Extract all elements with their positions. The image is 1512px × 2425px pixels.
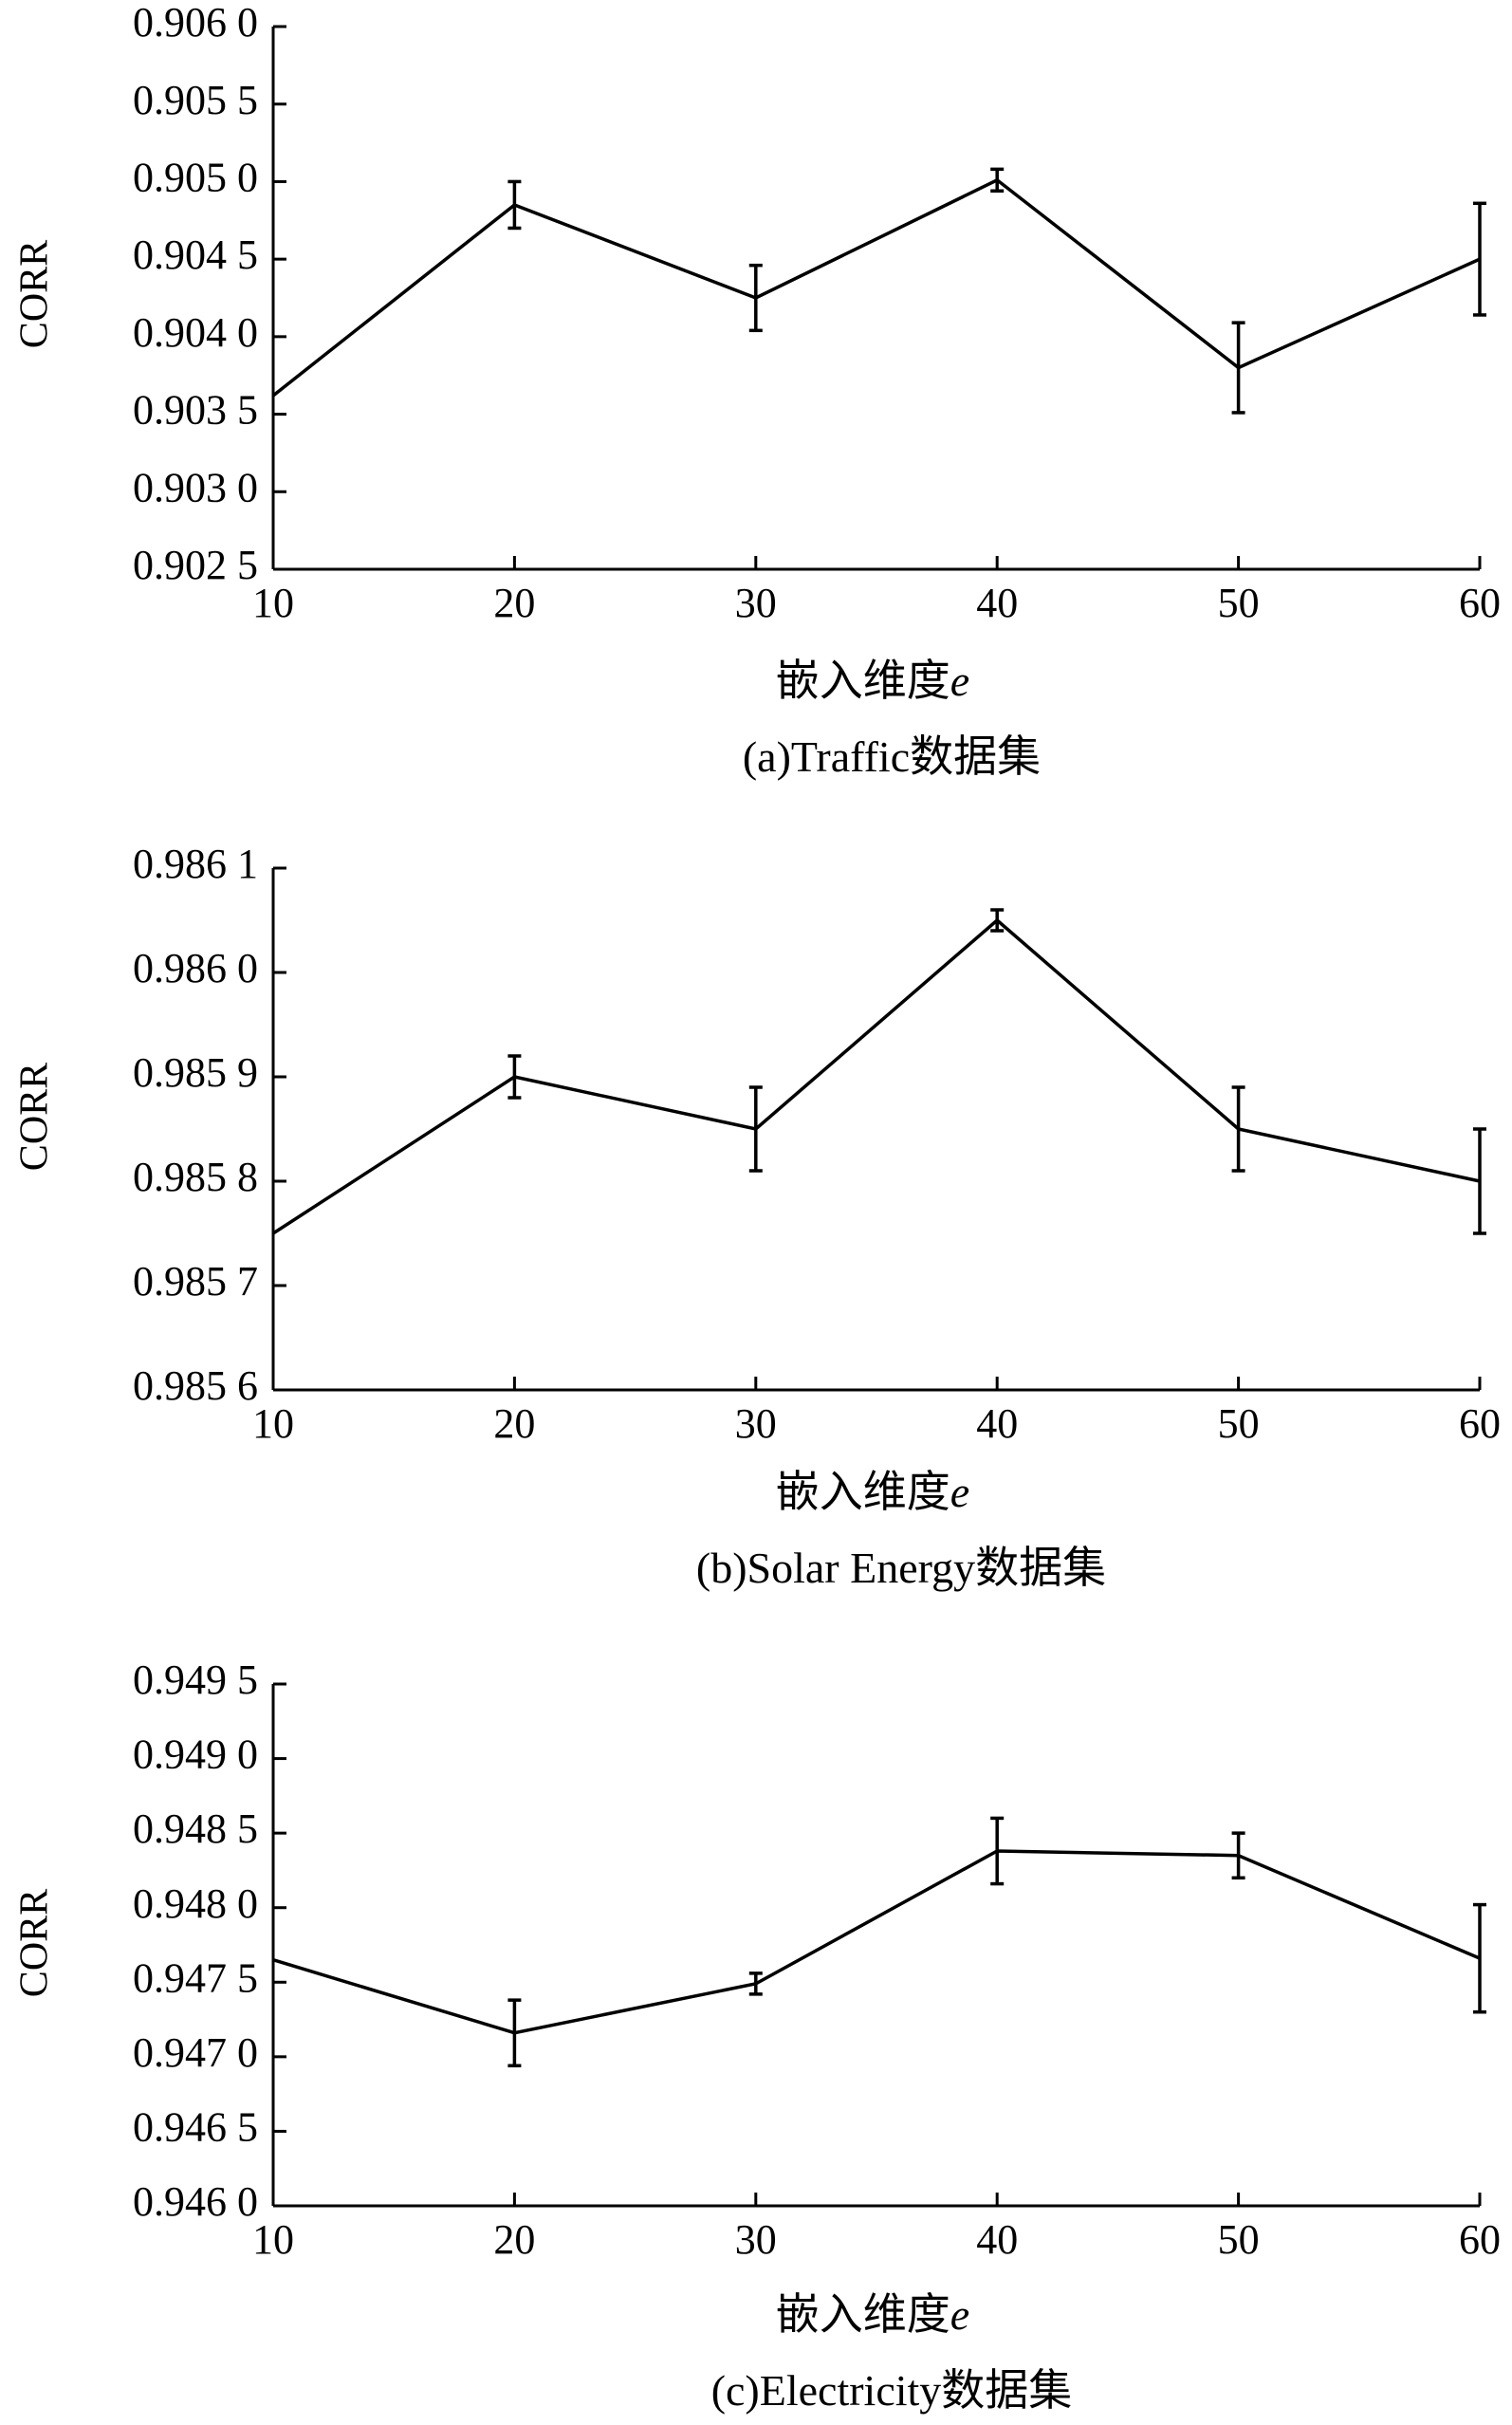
x-tick-label: 20 — [493, 2216, 535, 2263]
data-point — [1238, 367, 1240, 369]
panel-a: 0.902 5 0.903 0 0.903 5 0.904 0 0.904 5 0.905… — [13, 0, 1501, 781]
data-point — [1238, 1128, 1240, 1130]
series-line — [272, 1849, 1481, 2035]
y-axis-label: CORR — [13, 1889, 57, 1997]
y-tick-label: 0.904 5 — [133, 231, 258, 278]
y-tick-label: 0.948 5 — [133, 1805, 258, 1852]
x-tick-label: 30 — [735, 2216, 777, 2263]
y-tick-label: 0.905 5 — [133, 77, 258, 123]
data-point — [755, 1983, 757, 1985]
chart-a-marks: 0.902 5 0.903 0 0.903 5 0.904 0 0.904 5 0.905… — [133, 0, 1501, 626]
y-tick-label: 0.947 5 — [133, 1954, 258, 2001]
chart-c-marks: 0.946 0 0.946 5 0.947 0 0.947 5 0.948 0 0.948… — [133, 1657, 1501, 2263]
x-tick-label: 40 — [976, 1400, 1018, 1447]
panel-caption: (a)Traffic数据集 — [743, 732, 1041, 781]
x-tick-label: 40 — [976, 2216, 1018, 2263]
x-axis-label-var: e — [950, 657, 969, 705]
y-tick-label: 0.905 0 — [133, 155, 258, 201]
x-tick-label: 30 — [735, 1400, 777, 1447]
y-tick-label: 0.949 5 — [133, 1657, 258, 1703]
panel-caption: (b)Solar Energy数据集 — [696, 1544, 1106, 1592]
data-point — [1479, 258, 1481, 260]
data-point — [1479, 1957, 1481, 1959]
panel-c: 0.946 0 0.946 5 0.947 0 0.947 5 0.948 0 0.948… — [13, 1657, 1501, 2415]
y-axis-label: CORR — [13, 240, 57, 348]
x-tick-label: 60 — [1459, 580, 1501, 626]
data-point — [996, 179, 998, 181]
data-point — [513, 1076, 515, 1078]
x-tick-label: 10 — [252, 2216, 294, 2263]
y-tick-label: 0.985 8 — [133, 1154, 258, 1200]
x-tick-label: 20 — [493, 1400, 535, 1447]
x-axis-label: 嵌入维度e — [776, 1468, 969, 1516]
x-axis-label: 嵌入维度e — [776, 2290, 969, 2339]
x-tick-label: 20 — [493, 580, 535, 626]
y-tick-label: 0.948 0 — [133, 1880, 258, 1927]
y-tick-label: 0.904 0 — [133, 309, 258, 356]
y-tick-label: 0.946 0 — [133, 2178, 258, 2225]
x-axis-label-text: 嵌入维度 — [776, 657, 950, 705]
data-point — [755, 297, 757, 299]
y-tick-label: 0.947 0 — [133, 2029, 258, 2076]
y-tick-label: 0.946 5 — [133, 2104, 258, 2151]
x-axis-label-text: 嵌入维度 — [776, 1468, 950, 1516]
series-line — [272, 917, 1481, 1235]
data-point — [755, 1128, 757, 1130]
series-line — [271, 177, 1481, 398]
x-tick-label: 60 — [1459, 2216, 1501, 2263]
y-tick-label: 0.949 0 — [133, 1731, 258, 1778]
data-point — [996, 919, 998, 921]
y-axis-label: CORR — [13, 1063, 57, 1171]
x-axis-label-var: e — [950, 1468, 969, 1516]
x-tick-label: 10 — [252, 1400, 294, 1447]
panel-b: 0.985 6 0.985 7 0.985 8 0.985 9 0.986 0 0.986… — [13, 841, 1501, 1592]
data-point — [272, 395, 274, 397]
x-axis-label-var: e — [950, 2290, 969, 2339]
y-tick-label: 0.985 9 — [133, 1049, 258, 1096]
y-tick-label: 0.903 5 — [133, 387, 258, 434]
y-tick-label: 0.903 0 — [133, 464, 258, 510]
x-tick-label: 50 — [1218, 580, 1260, 626]
x-tick-label: 60 — [1459, 1400, 1501, 1447]
data-point — [996, 1850, 998, 1852]
x-tick-label: 30 — [735, 580, 777, 626]
x-tick-label: 50 — [1218, 1400, 1260, 1447]
panel-caption: (c)Electricity数据集 — [711, 2366, 1073, 2415]
y-tick-label: 0.985 7 — [133, 1258, 258, 1305]
y-tick-label: 0.906 0 — [133, 0, 258, 46]
y-tick-label: 0.986 1 — [133, 841, 258, 887]
y-tick-label: 0.902 5 — [133, 542, 258, 588]
x-tick-label: 10 — [252, 580, 294, 626]
y-tick-label: 0.986 0 — [133, 945, 258, 991]
data-point — [1479, 1180, 1481, 1182]
x-tick-label: 50 — [1218, 2216, 1260, 2263]
data-point — [513, 204, 515, 206]
data-point — [1238, 1855, 1240, 1857]
data-point — [513, 2032, 515, 2034]
x-axis-label-text: 嵌入维度 — [776, 2290, 950, 2339]
x-tick-label: 40 — [976, 580, 1018, 626]
data-point — [272, 1959, 274, 1961]
x-axis-label: 嵌入维度e — [776, 657, 969, 705]
y-tick-label: 0.985 6 — [133, 1362, 258, 1409]
data-point — [272, 1232, 274, 1234]
chart-b-marks: 0.985 6 0.985 7 0.985 8 0.985 9 0.986 0 0.986… — [133, 841, 1501, 1447]
